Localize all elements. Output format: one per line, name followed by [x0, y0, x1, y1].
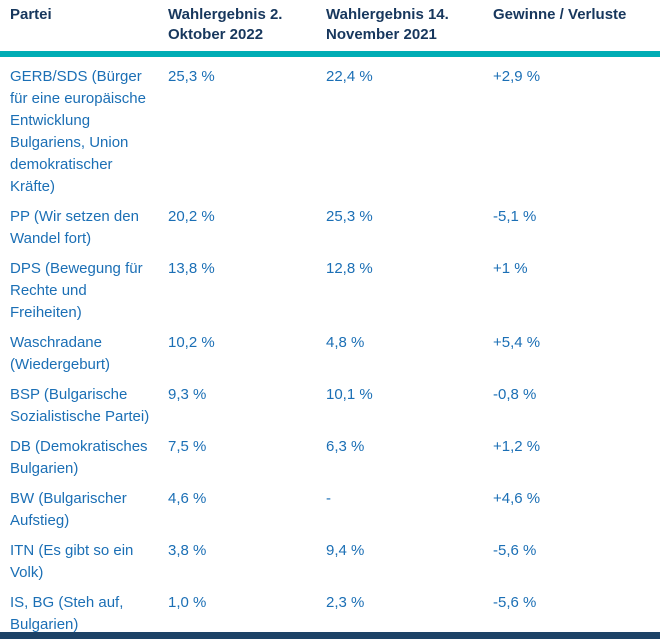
result-2022-cell: 25,3 % [168, 68, 215, 85]
change-cell: -5,6 % [493, 542, 537, 559]
header-row: Partei Wahlergebnis 2. Oktober 2022 Wahl… [0, 0, 660, 54]
result-2022-cell: 4,6 % [168, 490, 207, 507]
result-2021-cell: 4,8 % [326, 334, 365, 351]
result-2022-cell: 7,5 % [168, 438, 207, 455]
result-2021-cell: 9,4 % [326, 542, 365, 559]
party-cell: DB (Demokratisches Bulgarien) [10, 438, 148, 477]
column-header-result-2022: Wahlergebnis 2. Oktober 2022 [168, 6, 283, 43]
change-cell: +5,4 % [493, 334, 541, 351]
result-2022-cell: 9,3 % [168, 386, 207, 403]
result-2022-cell: 20,2 % [168, 208, 215, 225]
result-2021-cell: - [326, 490, 331, 507]
table-row-bsp: BSP (Bulgarische Sozialistische Partei) … [0, 380, 660, 432]
result-2021-cell: 12,8 % [326, 260, 373, 277]
result-2021-cell: 2,3 % [326, 594, 365, 611]
result-2022-cell: 10,2 % [168, 334, 215, 351]
party-cell: IS, BG (Steh auf, Bulgarien) [10, 594, 124, 633]
party-cell: DPS (Bewegung für Rechte und Freiheiten) [10, 260, 143, 321]
change-cell: +2,9 % [493, 68, 541, 85]
result-2021-cell: 6,3 % [326, 438, 365, 455]
table-row-bw: BW (Bulgarischer Aufstieg) 4,6 % - +4,6 … [0, 484, 660, 536]
party-cell: BSP (Bulgarische Sozialistische Partei) [10, 386, 150, 425]
table-row-is-bg: IS, BG (Steh auf, Bulgarien) 1,0 % 2,3 %… [0, 588, 660, 640]
table-header: Partei Wahlergebnis 2. Oktober 2022 Wahl… [0, 0, 660, 54]
result-2022-cell: 1,0 % [168, 594, 207, 611]
table-row-itn: ITN (Es gibt so ein Volk) 3,8 % 9,4 % -5… [0, 536, 660, 588]
result-2021-cell: 25,3 % [326, 208, 373, 225]
party-cell: BW (Bulgarischer Aufstieg) [10, 490, 127, 529]
table-row-db: DB (Demokratisches Bulgarien) 7,5 % 6,3 … [0, 432, 660, 484]
party-cell: PP (Wir setzen den Wandel fort) [10, 208, 139, 247]
party-cell: ITN (Es gibt so ein Volk) [10, 542, 134, 581]
result-2022-cell: 3,8 % [168, 542, 207, 559]
change-cell: -0,8 % [493, 386, 537, 403]
party-cell: GERB/SDS (Bürger für eine europäische En… [10, 68, 146, 195]
result-2022-cell: 13,8 % [168, 260, 215, 277]
column-header-gains-losses: Gewinne / Verluste [493, 6, 627, 23]
table-row-waschradane: Waschradane (Wiedergeburt) 10,2 % 4,8 % … [0, 328, 660, 380]
change-cell: +1 % [493, 260, 528, 277]
table-row-gerb-sds: GERB/SDS (Bürger für eine europäische En… [0, 54, 660, 202]
bottom-divider [0, 632, 660, 639]
table-body: GERB/SDS (Bürger für eine europäische En… [0, 54, 660, 640]
column-header-result-2021: Wahlergebnis 14. November 2021 [326, 6, 449, 43]
table-row-pp: PP (Wir setzen den Wandel fort) 20,2 % 2… [0, 202, 660, 254]
change-cell: +4,6 % [493, 490, 541, 507]
column-header-partei: Partei [10, 6, 52, 23]
change-cell: -5,1 % [493, 208, 537, 225]
change-cell: +1,2 % [493, 438, 541, 455]
table-row-dps: DPS (Bewegung für Rechte und Freiheiten)… [0, 254, 660, 328]
party-cell: Waschradane (Wiedergeburt) [10, 334, 111, 373]
result-2021-cell: 22,4 % [326, 68, 373, 85]
result-2021-cell: 10,1 % [326, 386, 373, 403]
change-cell: -5,6 % [493, 594, 537, 611]
